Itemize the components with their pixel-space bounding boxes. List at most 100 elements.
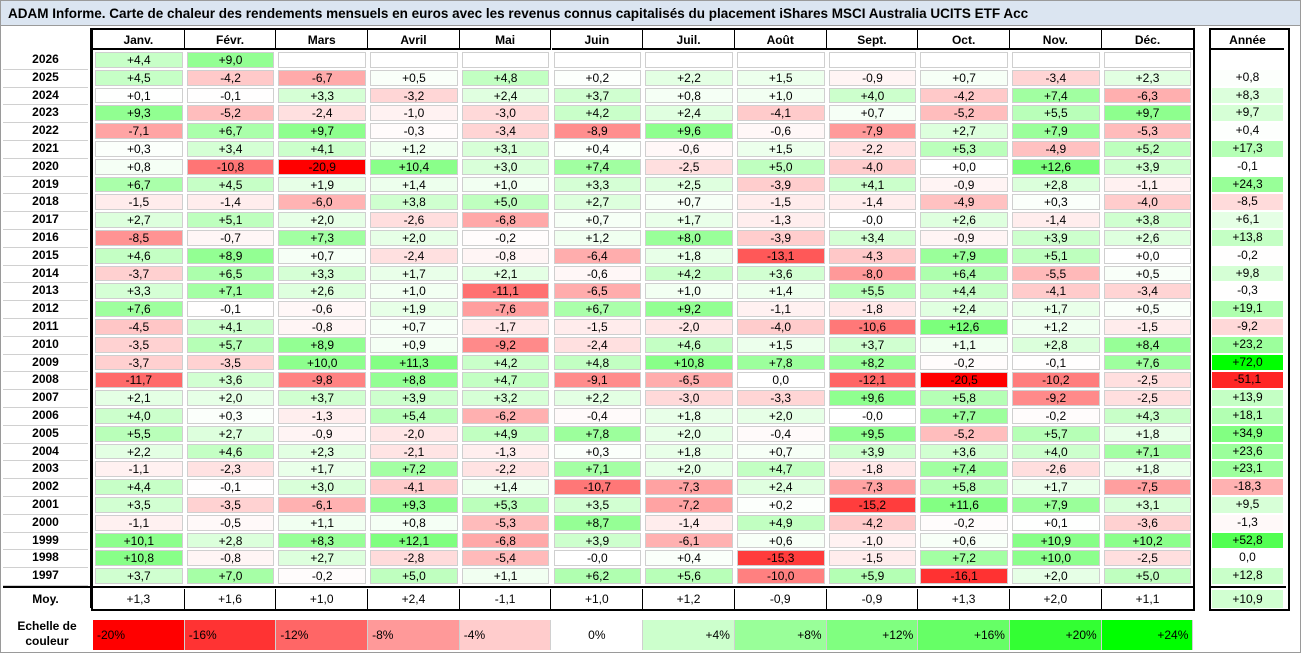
heatmap-cell: -20,5 <box>920 372 1008 389</box>
heatmap-cell: -1,8 <box>828 301 917 317</box>
color-scale-step: +8% <box>734 620 827 650</box>
heatmap-cell: -0,2 <box>1012 408 1100 424</box>
heatmap-cell: -0,9 <box>920 230 1008 246</box>
heatmap-cell: +4,0 <box>1012 443 1100 460</box>
annual-returns-table <box>1209 28 1290 611</box>
heatmap-cell: -0,0 <box>828 408 917 424</box>
heatmap-cell: +4,0 <box>828 87 917 104</box>
heatmap-cell: -1,3 <box>278 408 367 424</box>
heatmap-cell: +4,5 <box>186 176 275 193</box>
color-scale-step: -8% <box>368 620 460 650</box>
heatmap-cell: +1,0 <box>461 176 550 193</box>
heatmap-cell: +1,1 <box>920 336 1008 353</box>
heatmap-cell: -2,5 <box>1103 550 1192 567</box>
heatmap-cell: +5,5 <box>828 283 917 300</box>
column-header: Août <box>734 30 827 50</box>
heatmap-cell: +9,7 <box>1103 105 1192 122</box>
heatmap-cell <box>645 52 733 68</box>
heatmap-cell: +5,8 <box>920 390 1008 406</box>
heatmap-cell: -0,9 <box>278 425 367 442</box>
heatmap-cell: -3,2 <box>370 87 458 104</box>
annual-cell: +17,3 <box>1212 141 1283 157</box>
heatmap-cell: +10,0 <box>278 354 367 371</box>
heatmap-cell: +2,8 <box>1012 176 1100 193</box>
heatmap-cell: -4,0 <box>736 319 825 335</box>
heatmap-cell: -3,4 <box>1103 283 1192 300</box>
heatmap-cell: +5,5 <box>95 425 183 442</box>
heatmap-cell: -5,5 <box>1012 265 1100 282</box>
heatmap-cell <box>736 52 825 68</box>
heatmap-cell: +2,6 <box>920 212 1008 228</box>
column-header: Sept. <box>826 30 919 50</box>
heatmap-cell: -7,3 <box>645 479 733 495</box>
heatmap-cell: -0,6 <box>645 141 733 157</box>
heatmap-cell: -1,5 <box>828 550 917 567</box>
annual-cell: +34,9 <box>1212 425 1283 442</box>
average-cell: +1,3 <box>93 589 185 609</box>
heatmap-cell: +9,6 <box>828 390 917 406</box>
heatmap-cell: +1,2 <box>1012 319 1100 335</box>
heatmap-cell: +3,6 <box>736 265 825 282</box>
heatmap-cell: +1,7 <box>645 212 733 228</box>
heatmap-cell: +7,6 <box>95 301 183 317</box>
heatmap-cell: +8,8 <box>370 372 458 389</box>
heatmap-cell: +0,7 <box>645 194 733 211</box>
average-cell: -0,9 <box>735 589 827 609</box>
annual-cell: +9,7 <box>1212 105 1283 122</box>
heatmap-cell: +3,1 <box>461 141 550 157</box>
heatmap-cell: -5,2 <box>920 425 1008 442</box>
heatmap-cell: +4,9 <box>736 514 825 531</box>
heatmap-cell: +5,0 <box>370 568 458 584</box>
heatmap-cell: +5,5 <box>1012 105 1100 122</box>
heatmap-cell: +2,4 <box>461 87 550 104</box>
heatmap-cell: -6,7 <box>278 69 367 86</box>
heatmap-cell: +3,7 <box>828 336 917 353</box>
heatmap-cell: +7,9 <box>920 247 1008 264</box>
heatmap-cell: -4,0 <box>828 158 917 175</box>
heatmap-cell: -0,7 <box>186 230 275 246</box>
annual-cell: +23,2 <box>1212 336 1283 353</box>
heatmap-cell: +0,7 <box>920 69 1008 86</box>
heatmap-cell: +2,3 <box>1103 69 1192 86</box>
heatmap-cell: -8,5 <box>95 230 183 246</box>
heatmap-cell: -1,1 <box>1103 176 1192 193</box>
heatmap-cell: +2,4 <box>920 301 1008 317</box>
heatmap-cell: +2,0 <box>278 212 367 228</box>
average-cell: +1,6 <box>185 589 277 609</box>
year-label: 2006 <box>3 407 88 426</box>
heatmap-cell: +1,0 <box>645 283 733 300</box>
heatmap-cell: +1,7 <box>278 461 367 478</box>
heatmap-cell: +7,1 <box>1103 443 1192 460</box>
heatmap-cell: +10,8 <box>95 550 183 567</box>
heatmap-cell: +6,7 <box>186 123 275 139</box>
heatmap-cell: +0,2 <box>736 497 825 513</box>
heatmap-cell: +4,7 <box>461 372 550 389</box>
heatmap-cell: +0,7 <box>736 443 825 460</box>
heatmap-cell: +10,2 <box>1103 532 1192 549</box>
heatmap-cell: -0,4 <box>553 408 642 424</box>
heatmap-cell: +0,8 <box>95 158 183 175</box>
heatmap-cell: +6,7 <box>553 301 642 317</box>
heatmap-cell: -2,5 <box>1103 390 1192 406</box>
heatmap-cell: -0,1 <box>186 479 275 495</box>
heatmap-cell: -2,4 <box>553 336 642 353</box>
heatmap-cell: +0,4 <box>553 141 642 157</box>
annual-header: Année <box>1211 30 1284 50</box>
year-label: 2026 <box>3 51 88 70</box>
year-label: 1999 <box>3 532 88 551</box>
heatmap-cell: +2,2 <box>645 69 733 86</box>
year-label: 2012 <box>3 300 88 319</box>
heatmap-cell <box>1012 52 1100 68</box>
heatmap-cell: -6,4 <box>553 247 642 264</box>
heatmap-cell: +5,7 <box>1012 425 1100 442</box>
heatmap-cell: +5,3 <box>920 141 1008 157</box>
heatmap-cell: +8,3 <box>278 532 367 549</box>
heatmap-cell: -9,8 <box>278 372 367 389</box>
year-label: 2007 <box>3 389 88 408</box>
heatmap-cell: +2,2 <box>553 390 642 406</box>
monthly-returns-table <box>91 28 1196 611</box>
heatmap-cell: +10,0 <box>1012 550 1100 567</box>
annual-cell: +19,1 <box>1212 301 1283 317</box>
column-header: Janv. <box>93 30 185 50</box>
heatmap-cell: -1,4 <box>645 514 733 531</box>
